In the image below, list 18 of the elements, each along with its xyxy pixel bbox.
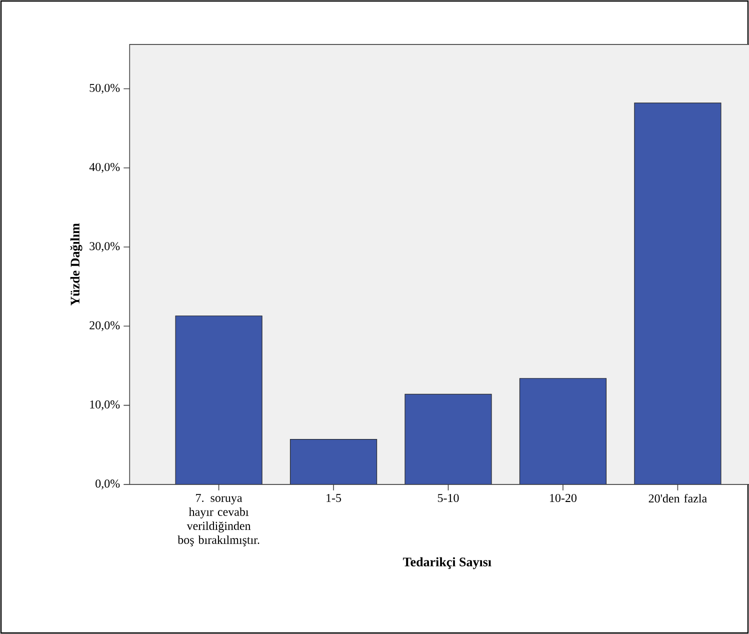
y-tick-label: 50,0% [90,84,120,94]
x-tick-label: 7. soruya hayır cevabı verildiğinden boş bırakılmıştır. [178,494,260,546]
x-tick-label: 1-5 [326,494,342,502]
bar [175,316,262,484]
bar [404,394,492,484]
x-tick-label: 5-10 [438,494,459,502]
y-tick-label: 30,0% [90,242,120,252]
bar [519,378,607,484]
y-tick-label: 40,0% [89,162,120,173]
y-tick-label: 20,0% [90,321,120,332]
x-tick-label: 10-20 [550,494,577,502]
x-tick-label: 20'den fazla [648,494,707,503]
y-tick-label: 10,0% [90,400,120,410]
y-axis-title: Yüzde Dağılım [70,223,82,306]
bar [290,439,378,484]
y-tick-label: 0,0% [96,480,120,490]
x-axis-title: Tedarikçi Sayısı [402,557,492,570]
bar [634,102,722,484]
